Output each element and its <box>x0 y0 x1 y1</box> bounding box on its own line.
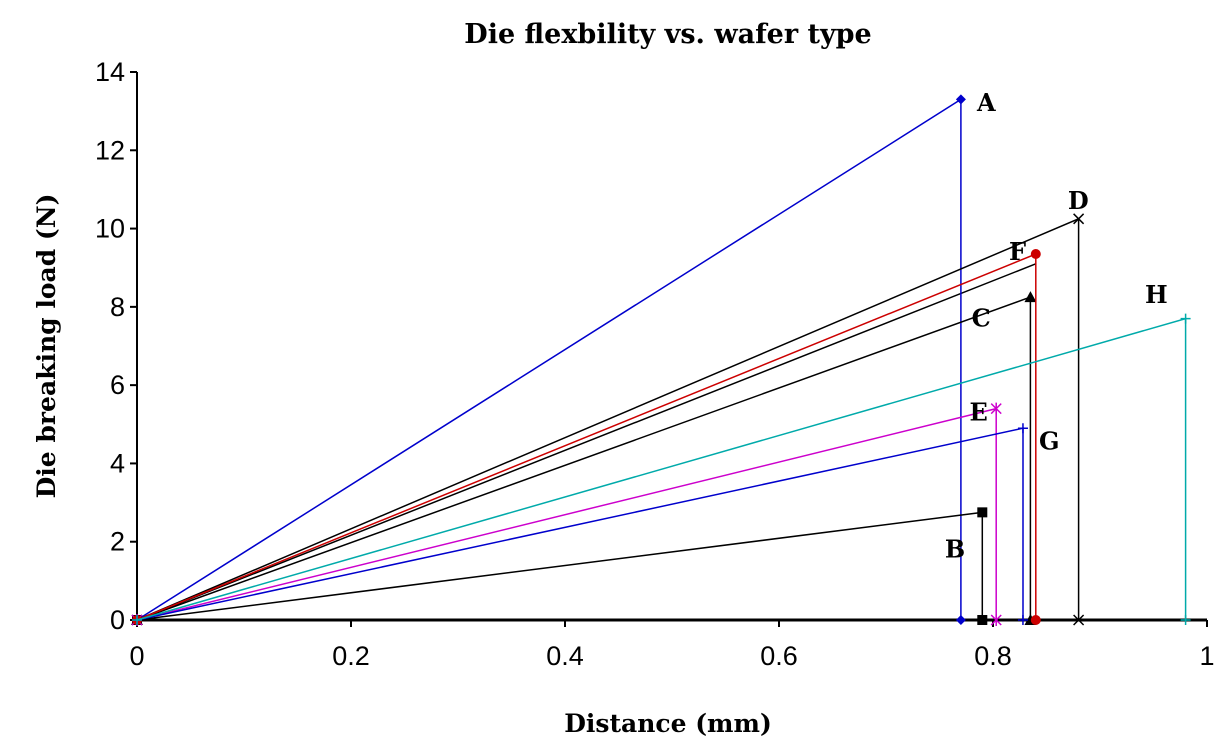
y-tick-label: 14 <box>95 57 125 87</box>
x-tick-label: 0 <box>129 641 144 671</box>
y-tick-label: 12 <box>95 135 125 165</box>
series-d-point <box>1073 213 1085 225</box>
series-c-point <box>1024 291 1037 303</box>
plot-area <box>131 94 1191 626</box>
x-tick-label: 0.6 <box>760 641 798 671</box>
extra-line <box>136 263 1037 621</box>
x-tick-label: 0.4 <box>546 641 584 671</box>
series-label-c: C <box>972 303 991 332</box>
series-c-line <box>136 296 1032 621</box>
series-e-point <box>990 402 1002 415</box>
series-label-b: B <box>945 534 965 563</box>
series-h-point <box>132 615 142 625</box>
series-label-e: E <box>969 397 987 426</box>
x-tick-label: 1 <box>1199 641 1214 671</box>
series-labels: A B C D E F G H <box>945 88 1168 563</box>
series-b-point <box>977 615 988 625</box>
y-tick-label: 4 <box>110 448 125 478</box>
series-label-f: F <box>1009 237 1026 266</box>
y-tick-label: 2 <box>110 527 125 557</box>
x-axis-title: Distance (mm) <box>564 709 772 738</box>
series-a-point <box>955 615 966 625</box>
chart-title: Die flexbility vs. wafer type <box>464 19 871 50</box>
series-h-point <box>1180 615 1191 625</box>
series-h-line <box>136 317 1187 621</box>
series-a-line <box>136 98 962 621</box>
series-label-d: D <box>1068 186 1089 215</box>
x-tick-label: 0.8 <box>974 641 1012 671</box>
series-f-point <box>1030 615 1041 625</box>
axes: 0 2 4 6 8 10 12 14 0 0.2 0.4 0.6 0.8 1 <box>95 57 1215 671</box>
x-tick-label: 0.2 <box>332 641 370 671</box>
series-label-a: A <box>976 88 996 117</box>
series-f-line <box>136 252 1037 621</box>
series-b-point <box>977 507 988 518</box>
y-tick-label: 10 <box>95 214 125 244</box>
series-e-point <box>990 614 1002 626</box>
series-d-point <box>1073 614 1085 626</box>
series-h-point <box>1180 313 1191 324</box>
series-a-point <box>955 94 966 105</box>
series-label-g: G <box>1039 427 1060 456</box>
series-f-point <box>1030 249 1041 260</box>
series-label-h: H <box>1145 280 1168 309</box>
y-tick-label: 6 <box>110 370 125 400</box>
series-g-point <box>1017 615 1028 625</box>
y-axis-title: Die breaking load (N) <box>32 194 61 499</box>
y-tick-label: 0 <box>110 605 125 635</box>
y-tick-label: 8 <box>110 292 125 322</box>
series-e-line <box>136 407 997 621</box>
series-g-point <box>1017 423 1028 434</box>
